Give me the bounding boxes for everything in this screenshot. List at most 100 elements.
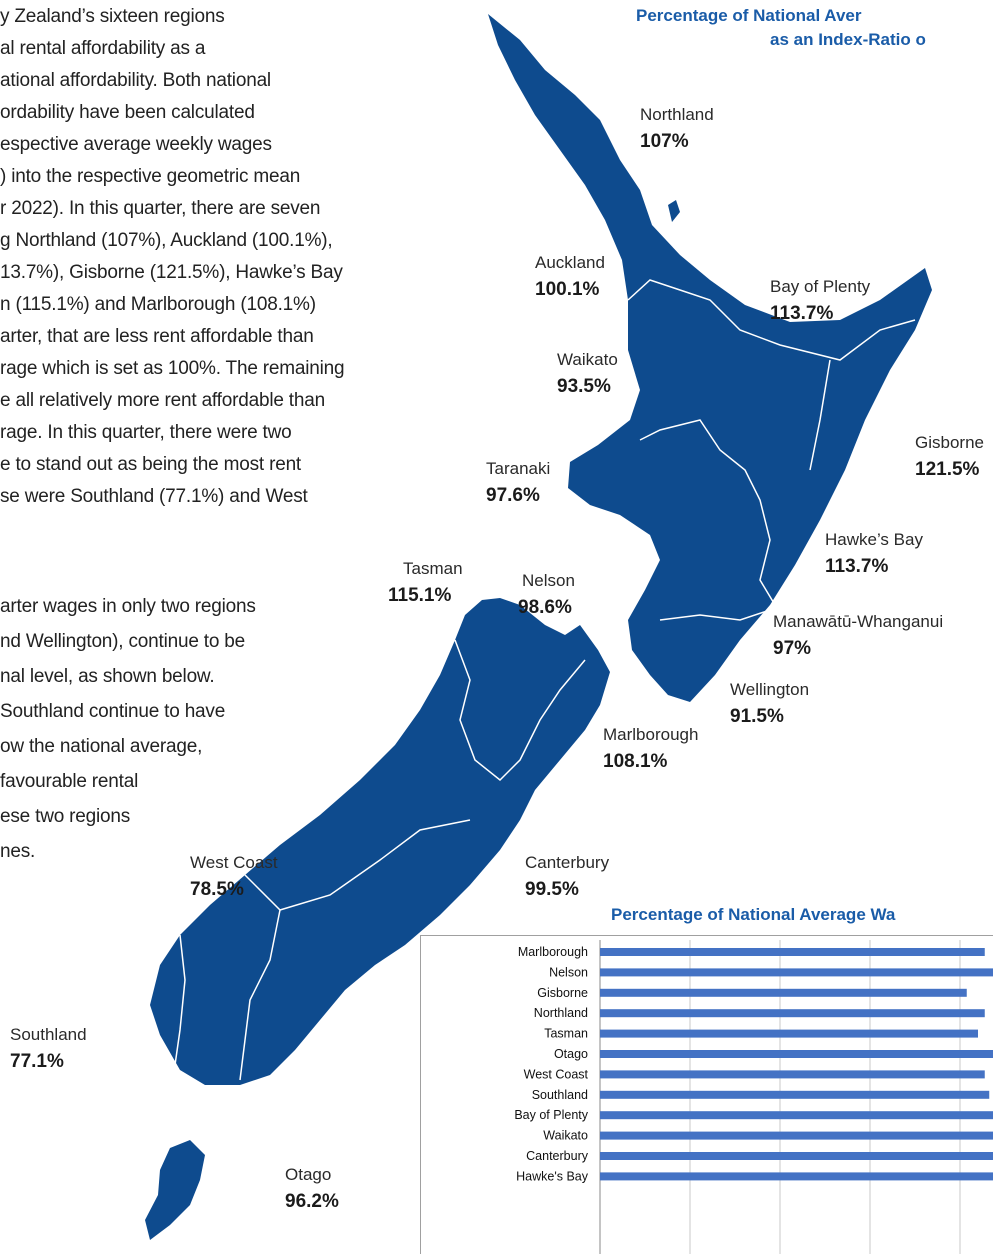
body-text-line: 13.7%), Gisborne (121.5%), Hawke’s Bay	[0, 262, 343, 283]
bar	[600, 1029, 978, 1038]
region-name: Gisborne	[915, 433, 984, 452]
region-value: 77.1%	[10, 1051, 64, 1072]
region-value: 99.5%	[525, 879, 579, 900]
bar	[600, 1070, 985, 1079]
region-value: 97.6%	[486, 485, 540, 506]
region-name: Tasman	[403, 559, 463, 578]
bar	[600, 1131, 993, 1140]
region-name: Bay of Plenty	[770, 277, 871, 296]
body-text-line: se were Southland (77.1%) and West	[0, 486, 309, 507]
category-label: Southland	[532, 1088, 588, 1102]
region-value: 98.6%	[518, 597, 572, 618]
border	[809, 359, 831, 471]
category-label: Nelson	[549, 965, 588, 979]
bar	[600, 1050, 993, 1058]
body-text-line: ordability have been calculated	[0, 102, 255, 123]
region-name: Canterbury	[525, 853, 610, 872]
bar	[600, 948, 985, 956]
region-name: Hawke’s Bay	[825, 530, 923, 549]
map-land	[145, 14, 932, 1240]
region-name: Taranaki	[486, 459, 550, 478]
border	[279, 819, 471, 911]
bar	[600, 968, 993, 977]
bar	[600, 1152, 993, 1160]
bar	[600, 1111, 993, 1120]
border	[659, 609, 771, 621]
category-label: Bay of Plenty	[514, 1108, 588, 1122]
body-text-line: al rental affordability as a	[0, 38, 206, 59]
region-name: Northland	[640, 105, 714, 124]
region-name: Wellington	[730, 680, 809, 699]
category-label: Canterbury	[526, 1149, 589, 1163]
border	[174, 934, 186, 1066]
bar	[600, 1009, 985, 1018]
map-title: as an Index-Ratio o	[770, 30, 926, 49]
region-value: 96.2%	[285, 1191, 339, 1212]
category-label: Hawke's Bay	[516, 1169, 589, 1183]
body-text-line: arter wages in only two regions	[0, 596, 256, 617]
category-label: Tasman	[544, 1027, 588, 1041]
region-value: 91.5%	[730, 706, 784, 727]
body-text-line: ) into the respective geometric mean	[0, 166, 300, 187]
south-island	[150, 598, 610, 1085]
body-text-line: ow the national average,	[0, 736, 202, 757]
chart-title: Percentage of National Average Wa	[611, 905, 896, 924]
border	[454, 639, 586, 782]
body-text-line: espective average weekly wages	[0, 134, 272, 155]
body-text-line: nal level, as shown below.	[0, 666, 215, 687]
border	[239, 874, 281, 1081]
body-text-line: ational affordability. Both national	[0, 70, 271, 91]
region-value: 107%	[640, 131, 689, 152]
category-label: Gisborne	[537, 986, 588, 1000]
border	[639, 419, 776, 606]
region-value: 115.1%	[388, 585, 451, 606]
region-name: West Coast	[190, 853, 278, 872]
category-label: Northland	[534, 1006, 588, 1020]
category-label: Waikato	[543, 1129, 588, 1143]
bar	[600, 1090, 990, 1099]
category-label: Otago	[554, 1047, 588, 1061]
body-text-line: favourable rental	[0, 771, 138, 792]
map-title: Percentage of National Aver	[636, 6, 862, 25]
body-text-line: nd Wellington), continue to be	[0, 631, 245, 652]
north-island	[488, 14, 932, 702]
body-text-line: n (115.1%) and Marlborough (108.1%)	[0, 294, 316, 315]
category-label: Marlborough	[518, 945, 588, 959]
region-name: Southland	[10, 1025, 87, 1044]
body-text-line: Southland continue to have	[0, 701, 225, 722]
body-text-line: r 2022). In this quarter, there are seve…	[0, 198, 320, 219]
body-text-line: rage. In this quarter, there were two	[0, 422, 291, 443]
body-text-line: e all relatively more rent affordable th…	[0, 390, 325, 411]
body-text-line: rage which is set as 100%. The remaining	[0, 358, 344, 379]
region-value: 97%	[773, 638, 811, 659]
bar	[600, 1172, 993, 1181]
region-name: Auckland	[535, 253, 605, 272]
body-text-line: e to stand out as being the most rent	[0, 454, 302, 475]
region-value: 78.5%	[190, 879, 244, 900]
region-name: Manawātū-Whanganui	[773, 612, 943, 631]
body-text-line: arter, that are less rent affordable tha…	[0, 326, 314, 347]
region-name: Otago	[285, 1165, 331, 1184]
body-text-line: ese two regions	[0, 806, 130, 827]
region-value: 113.7%	[825, 556, 888, 577]
body-text-line: nes.	[0, 841, 35, 862]
border	[627, 279, 916, 361]
region-value: 93.5%	[557, 376, 611, 397]
stewart-island	[145, 1140, 205, 1240]
region-name: Nelson	[522, 571, 575, 590]
great-barrier-island	[668, 200, 680, 222]
body-text-line: g Northland (107%), Auckland (100.1%),	[0, 230, 332, 251]
category-label: West Coast	[524, 1067, 589, 1081]
region-value: 100.1%	[535, 279, 600, 300]
region-value: 121.5%	[915, 459, 980, 480]
region-name: Marlborough	[603, 725, 698, 744]
region-borders	[174, 279, 916, 1081]
bar	[600, 988, 967, 997]
region-name: Waikato	[557, 350, 618, 369]
region-value: 113.7%	[770, 303, 833, 324]
body-text-line: y Zealand’s sixteen regions	[0, 6, 225, 27]
region-value: 108.1%	[603, 751, 668, 772]
